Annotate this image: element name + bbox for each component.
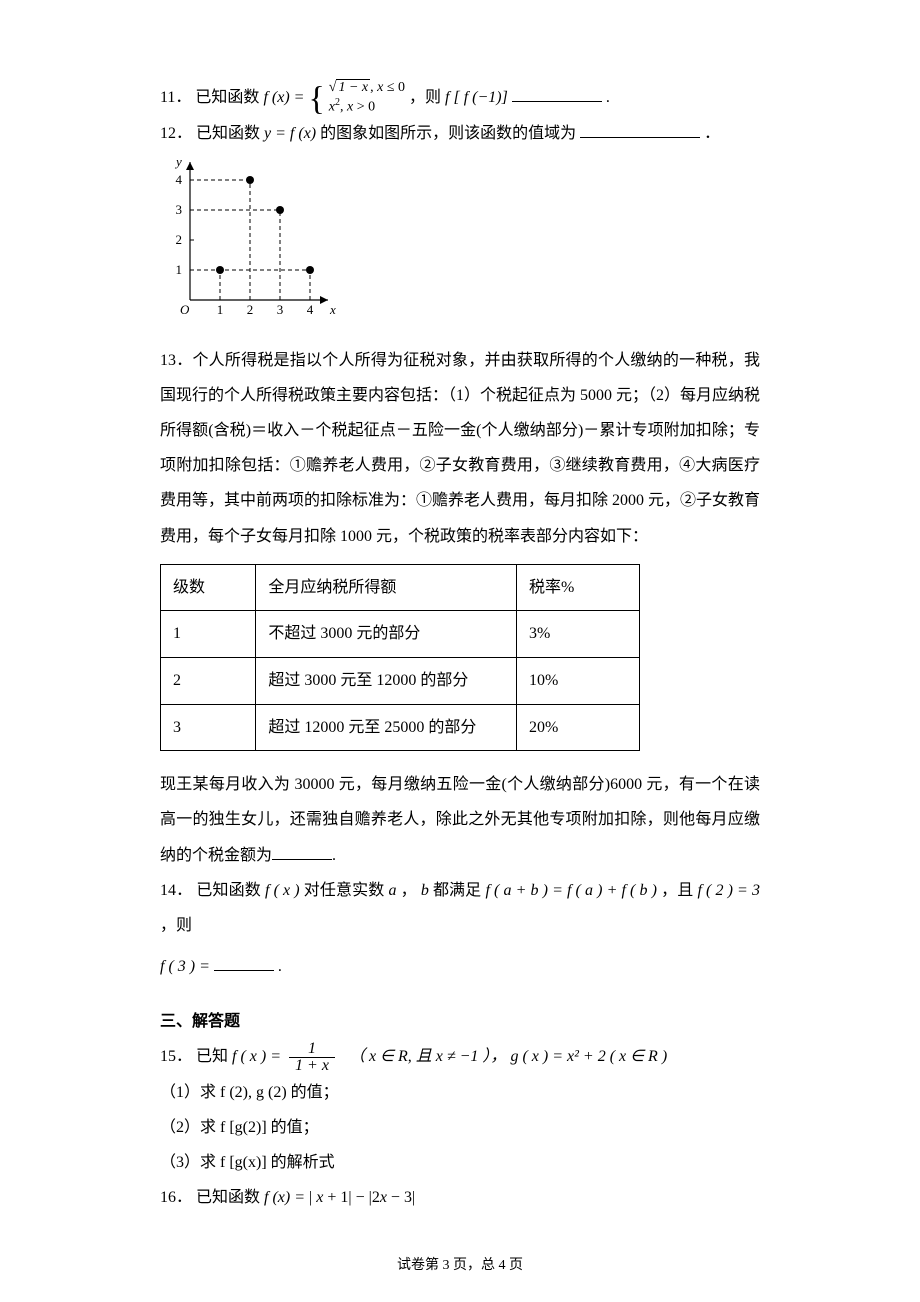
q16-prefix: 已知函数 bbox=[196, 1189, 264, 1206]
scatter-chart-svg: 1 2 3 4 1 2 3 4 Ox y bbox=[160, 160, 350, 320]
svg-text:x: x bbox=[329, 302, 336, 317]
svg-text:3: 3 bbox=[277, 302, 284, 317]
q14-body-c: 都满足 bbox=[433, 882, 486, 899]
q12-period: ． bbox=[704, 125, 720, 142]
table-row: 3 超过 12000 元至 25000 的部分 20% bbox=[161, 704, 640, 751]
q11-mid: ，则 bbox=[409, 89, 445, 106]
q15-gx: g ( x ) = x² + 2 ( x ∈ R ) bbox=[510, 1048, 667, 1065]
q12-eq: y = f (x) bbox=[264, 125, 316, 142]
q15-part2: （2）求 f [g(2)] 的值； bbox=[160, 1110, 760, 1145]
q14-fx: f ( x ) bbox=[265, 882, 300, 899]
question-15: 15． 已知 f ( x ) = 1 1 + x （ x ∈ R, 且 x ≠ … bbox=[160, 1039, 760, 1074]
cell-rate: 20% bbox=[517, 704, 640, 751]
q11-blank bbox=[512, 85, 602, 102]
question-12: 12． 已知函数 y = f (x) 的图象如图所示，则该函数的值域为 ． bbox=[160, 116, 760, 151]
q14-eq2: f ( 2 ) = 3 bbox=[697, 882, 760, 899]
q15-prefix: 已知 bbox=[196, 1048, 232, 1065]
table-header-row: 级数 全月应纳税所得额 税率% bbox=[161, 564, 640, 611]
th-level: 级数 bbox=[161, 564, 256, 611]
question-13: 13．个人所得税是指以个人所得为征税对象，并由获取所得的个人缴纳的一种税，我国现… bbox=[160, 343, 760, 554]
q14-eq1: f ( a + b ) = f ( a ) + f ( b ) bbox=[485, 882, 657, 899]
cell-range: 超过 3000 元至 12000 的部分 bbox=[256, 657, 517, 704]
svg-text:4: 4 bbox=[307, 302, 314, 317]
q13-blank bbox=[272, 843, 332, 860]
q14-body-e: ，则 bbox=[160, 917, 192, 934]
tax-table: 级数 全月应纳税所得额 税率% 1 不超过 3000 元的部分 3% 2 超过 … bbox=[160, 564, 640, 751]
q11-fx: f (x) = { √1 − x, x ≤ 0 x2, x > 0 bbox=[263, 89, 409, 106]
q11-number: 11． bbox=[160, 89, 191, 106]
q13-body1: 个人所得税是指以个人所得为征税对象，并由获取所得的个人缴纳的一种税，我国现行的个… bbox=[160, 352, 760, 545]
q15-part1: （1）求 f (2), g (2) 的值； bbox=[160, 1075, 760, 1110]
q11-target: f [ f (−1)] bbox=[445, 89, 508, 106]
svg-text:3: 3 bbox=[176, 202, 183, 217]
th-rate: 税率% bbox=[517, 564, 640, 611]
q14-body-d: ，且 bbox=[661, 882, 697, 899]
q15-number: 15． bbox=[160, 1048, 192, 1065]
q16-abs1: | x + 1| bbox=[309, 1189, 352, 1206]
q14-body-b: 对任意实数 bbox=[304, 882, 389, 899]
question-11: 11． 已知函数 f (x) = { √1 − x, x ≤ 0 x2, x >… bbox=[160, 80, 760, 116]
section-3-heading: 三、解答题 bbox=[160, 1004, 760, 1039]
svg-text:4: 4 bbox=[176, 172, 183, 187]
q13-number: 13． bbox=[160, 352, 192, 369]
cell-rate: 10% bbox=[517, 657, 640, 704]
q15-part3: （3）求 f [g(x)] 的解析式 bbox=[160, 1145, 760, 1180]
table-row: 1 不超过 3000 元的部分 3% bbox=[161, 611, 640, 658]
svg-text:y: y bbox=[174, 160, 182, 169]
cell-range: 超过 12000 元至 25000 的部分 bbox=[256, 704, 517, 751]
q15-frac-den: 1 + x bbox=[289, 1058, 335, 1074]
q14-comma: ， bbox=[401, 882, 421, 899]
cell-level: 3 bbox=[161, 704, 256, 751]
q11-period: . bbox=[606, 89, 610, 106]
q12-chart: 1 2 3 4 1 2 3 4 Ox y bbox=[160, 160, 760, 325]
q15-dom-f: （ x ∈ R, 且 x ≠ −1 ）， bbox=[349, 1048, 507, 1065]
q14-body-a: 已知函数 bbox=[196, 882, 265, 899]
q14-blank bbox=[214, 954, 274, 971]
q11-prefix: 已知函数 bbox=[195, 89, 263, 106]
svg-text:O: O bbox=[180, 302, 190, 317]
cell-level: 1 bbox=[161, 611, 256, 658]
svg-text:2: 2 bbox=[247, 302, 254, 317]
q15-frac-num: 1 bbox=[289, 1041, 335, 1058]
q16-minus: − bbox=[356, 1189, 365, 1206]
cell-range: 不超过 3000 元的部分 bbox=[256, 611, 517, 658]
q16-fx-lhs: f (x) = bbox=[264, 1189, 309, 1206]
q13-body2: 现王某每月收入为 30000 元，每月缴纳五险一金(个人缴纳部分)6000 元，… bbox=[160, 776, 760, 863]
q16-abs2: |2x − 3| bbox=[369, 1189, 416, 1206]
svg-text:1: 1 bbox=[217, 302, 224, 317]
q12-blank bbox=[580, 121, 700, 138]
q14-f3: f ( 3 ) = bbox=[160, 958, 214, 975]
cell-rate: 3% bbox=[517, 611, 640, 658]
cell-level: 2 bbox=[161, 657, 256, 704]
q13-body2-line: 现王某每月收入为 30000 元，每月缴纳五险一金(个人缴纳部分)6000 元，… bbox=[160, 767, 760, 873]
q14-period: . bbox=[278, 958, 282, 975]
svg-text:1: 1 bbox=[176, 262, 183, 277]
q16-number: 16． bbox=[160, 1189, 192, 1206]
page: 11． 已知函数 f (x) = { √1 − x, x ≤ 0 x2, x >… bbox=[0, 0, 920, 1302]
q13-period: . bbox=[332, 847, 336, 864]
table-row: 2 超过 3000 元至 12000 的部分 10% bbox=[161, 657, 640, 704]
q14-b: b bbox=[421, 882, 429, 899]
question-14: 14． 已知函数 f ( x ) 对任意实数 a ， b 都满足 f ( a +… bbox=[160, 873, 760, 943]
q12-mid: 的图象如图所示，则该函数的值域为 bbox=[320, 125, 576, 142]
page-footer: 试卷第 3 页，总 4 页 bbox=[0, 1254, 920, 1274]
q15-fx-lhs: f ( x ) = bbox=[232, 1048, 281, 1065]
q12-prefix: 已知函数 bbox=[196, 125, 264, 142]
question-16: 16． 已知函数 f (x) = | x + 1| − |2x − 3| bbox=[160, 1180, 760, 1215]
svg-text:2: 2 bbox=[176, 232, 183, 247]
q14-line2: f ( 3 ) = . bbox=[160, 949, 760, 984]
q12-number: 12． bbox=[160, 125, 192, 142]
q14-a: a bbox=[388, 882, 396, 899]
th-range: 全月应纳税所得额 bbox=[256, 564, 517, 611]
q14-number: 14． bbox=[160, 882, 192, 899]
